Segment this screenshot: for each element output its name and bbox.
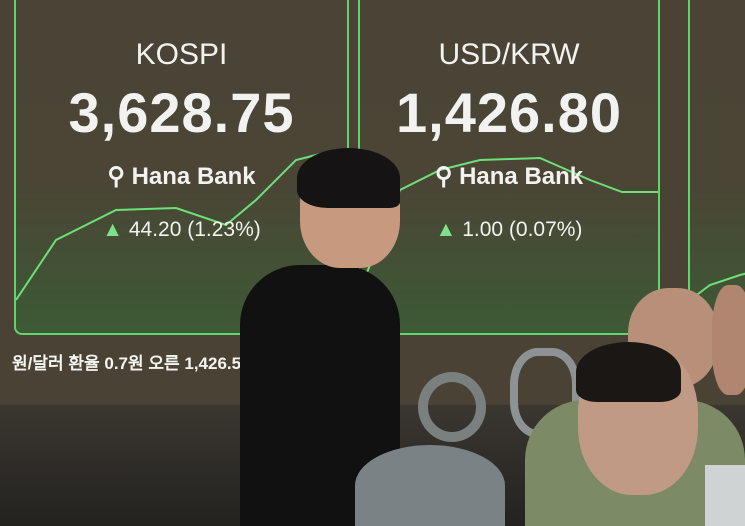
bank-logo: ⚲ Hana Bank — [434, 163, 584, 190]
third-panel — [688, 0, 745, 335]
index-change: ▲ 1.00 (0.07%) — [435, 218, 583, 241]
index-name: USD/KRW — [438, 38, 580, 71]
worker-head — [712, 285, 745, 395]
news-ticker: 원/달러 환율 0.7원 오른 1,426.5원 — [12, 354, 257, 373]
index-value: 3,628.75 — [68, 81, 295, 144]
index-value: 1,426.80 — [396, 81, 622, 144]
usdkrw-chart — [360, 156, 658, 291]
up-triangle-icon: ▲ — [102, 218, 124, 241]
monitor — [705, 465, 745, 526]
kospi-panel: KOSPI 3,628.75 ⚲ Hana Bank ▲ 44.20 (1.23… — [14, 0, 349, 335]
usdkrw-panel: USD/KRW 1,426.80 ⚲ Hana Bank ▲ 1.00 (0.0… — [358, 0, 660, 335]
chair — [418, 372, 486, 442]
worker-hair — [576, 342, 681, 402]
up-triangle-icon: ▲ — [435, 218, 457, 241]
index-change: ▲ 44.20 (1.23%) — [102, 218, 261, 241]
chair — [355, 445, 505, 526]
bank-logo: ⚲ Hana Bank — [107, 163, 256, 190]
person-hair — [297, 148, 400, 208]
display-board: KOSPI 3,628.75 ⚲ Hana Bank ▲ 44.20 (1.23… — [0, 0, 745, 405]
index-name: KOSPI — [135, 38, 228, 71]
